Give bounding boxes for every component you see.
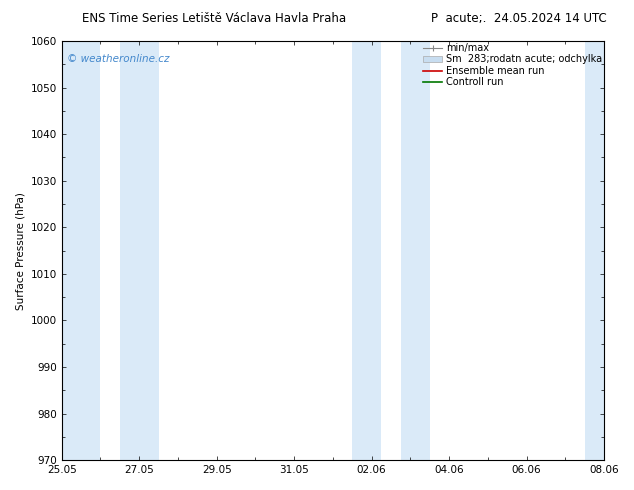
Bar <box>401 41 430 460</box>
Bar <box>120 41 158 460</box>
Y-axis label: Surface Pressure (hPa): Surface Pressure (hPa) <box>15 192 25 310</box>
Bar <box>585 41 604 460</box>
Bar <box>61 41 100 460</box>
Bar <box>353 41 382 460</box>
Text: © weatheronline.cz: © weatheronline.cz <box>67 53 169 64</box>
Text: ENS Time Series Letiště Václava Havla Praha: ENS Time Series Letiště Václava Havla Pr… <box>82 12 347 25</box>
Text: P  acute;.  24.05.2024 14 UTC: P acute;. 24.05.2024 14 UTC <box>431 12 607 25</box>
Legend: min/max, Sm  283;rodatn acute; odchylka, Ensemble mean run, Controll run: min/max, Sm 283;rodatn acute; odchylka, … <box>423 43 602 87</box>
